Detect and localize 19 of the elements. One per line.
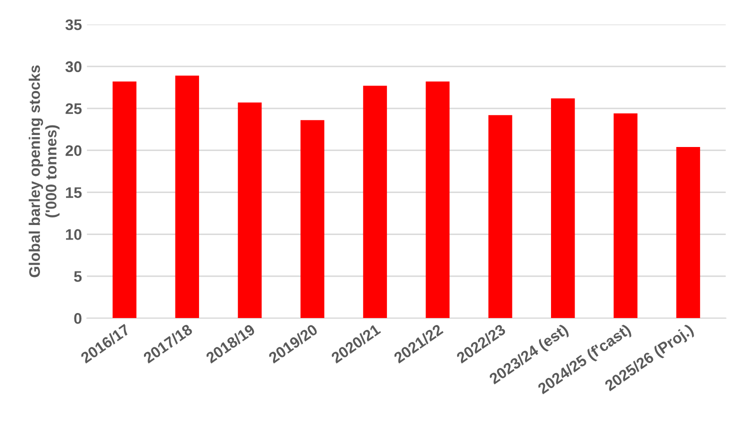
bar bbox=[488, 115, 512, 318]
bar bbox=[363, 86, 387, 318]
bar bbox=[300, 120, 324, 318]
y-tick-label: 20 bbox=[66, 145, 82, 156]
bar bbox=[238, 102, 262, 318]
y-tick-label: 15 bbox=[66, 187, 82, 198]
bar bbox=[426, 82, 450, 318]
y-tick-label: 10 bbox=[66, 229, 82, 240]
bar bbox=[676, 146, 700, 318]
bar bbox=[175, 76, 200, 318]
y-tick-label: 0 bbox=[74, 313, 82, 324]
bar bbox=[112, 82, 136, 318]
y-tick-label: 35 bbox=[65, 19, 82, 30]
y-axis-title: Global barley opening stocks ('000 tonnes) bbox=[28, 65, 60, 278]
y-tick-label: 5 bbox=[74, 271, 82, 282]
y-tick-label: 25 bbox=[66, 103, 82, 114]
bar bbox=[614, 113, 638, 318]
bar bbox=[551, 98, 575, 318]
y-tick-label: 30 bbox=[65, 61, 82, 72]
